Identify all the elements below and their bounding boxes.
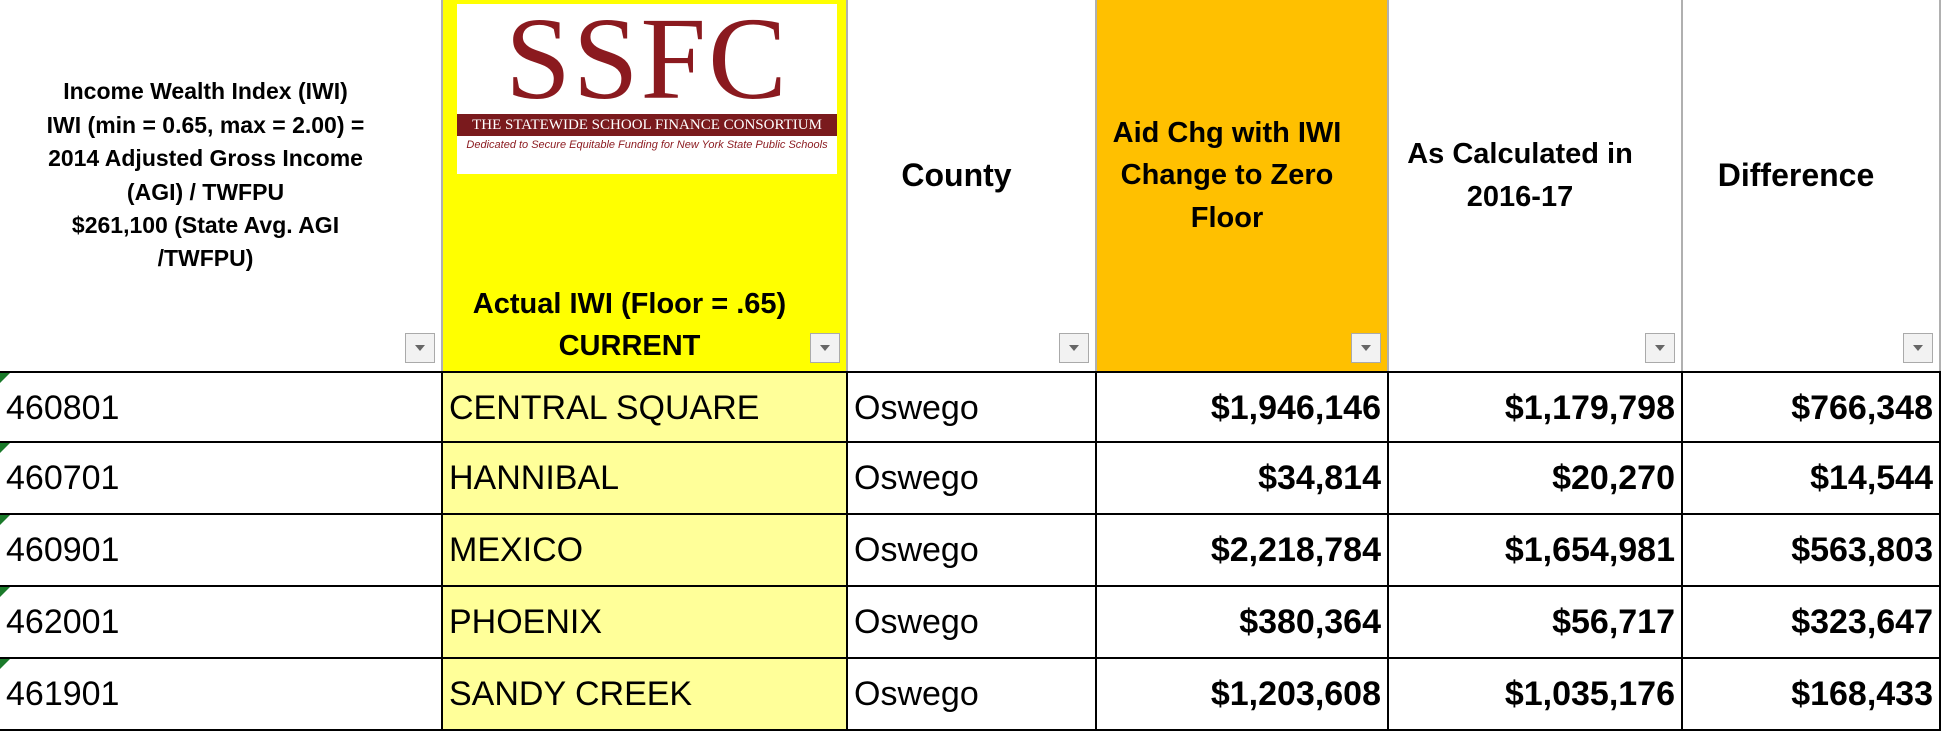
- table-cell: 461901: [0, 659, 443, 731]
- table-cell: $34,814: [1097, 443, 1389, 515]
- table-cell: Oswego: [848, 515, 1097, 587]
- header-cell: As Calculated in 2016-17: [1389, 0, 1683, 371]
- table-cell: $56,717: [1389, 587, 1683, 659]
- header-text: $261,100 (State Avg. AGI: [71, 211, 340, 238]
- table-cell: $766,348: [1683, 371, 1941, 443]
- table-cell: $168,433: [1683, 659, 1941, 731]
- cell-flag: [0, 443, 10, 453]
- table-cell: 462001: [0, 587, 443, 659]
- header-text: Change to Zero: [1120, 159, 1334, 192]
- table-cell: 460901: [0, 515, 443, 587]
- header-text: 2014 Adjusted Gross Income: [48, 145, 363, 172]
- header-text: Floor: [1190, 201, 1264, 234]
- filter-button[interactable]: [1059, 333, 1089, 363]
- logo-title: SSFC: [505, 0, 789, 124]
- table-cell: MEXICO: [443, 515, 848, 587]
- header-text: County: [901, 157, 1012, 194]
- table-cell: Oswego: [848, 371, 1097, 443]
- table-cell: Oswego: [848, 659, 1097, 731]
- header-text: CURRENT: [558, 329, 701, 362]
- header-cell: County: [848, 0, 1097, 371]
- table-cell: Oswego: [848, 587, 1097, 659]
- header-text: 2016-17: [1466, 180, 1574, 213]
- header-cell: Income Wealth Index (IWI) IWI (min = 0.65…: [0, 0, 443, 371]
- filter-arrow: [1069, 345, 1079, 351]
- table-cell: SANDY CREEK: [443, 659, 848, 731]
- logo: SSFC THE STATEWIDE SCHOOL FINANCE CONSORT…: [457, 0, 837, 174]
- table-cell: $2,218,784: [1097, 515, 1389, 587]
- header-text: IWI (min = 0.65, max = 2.00) =: [46, 111, 365, 138]
- header-text: /TWFPU): [157, 245, 254, 272]
- filter-button[interactable]: [1645, 333, 1675, 363]
- table-cell: $1,035,176: [1389, 659, 1683, 731]
- header-text: Aid Chg with IWI: [1112, 117, 1342, 150]
- header-text: (AGI) / TWFPU: [126, 178, 285, 205]
- table-cell: $323,647: [1683, 587, 1941, 659]
- table-cell: $20,270: [1389, 443, 1683, 515]
- cell-flag: [0, 515, 10, 525]
- cell-flag: [0, 659, 10, 669]
- filter-button[interactable]: [405, 333, 435, 363]
- header-text: Actual IWI (Floor = .65): [472, 287, 787, 320]
- header-text: Income Wealth Index (IWI): [63, 78, 348, 105]
- logo-name: THE STATEWIDE SCHOOL FINANCE CONSORTIUM: [457, 114, 837, 136]
- filter-arrow: [1913, 345, 1923, 351]
- cell-flag: [0, 587, 10, 597]
- filter-button[interactable]: [1351, 333, 1381, 363]
- filter-arrow: [1361, 345, 1371, 351]
- table-cell: Oswego: [848, 443, 1097, 515]
- table-cell: HANNIBAL: [443, 443, 848, 515]
- table-cell: $1,946,146: [1097, 371, 1389, 443]
- cell-flag: [0, 373, 10, 383]
- table-cell: 460801: [0, 371, 443, 443]
- table-cell: $380,364: [1097, 587, 1389, 659]
- filter-arrow: [1655, 345, 1665, 351]
- filter-button[interactable]: [810, 333, 840, 363]
- logo-tagline: Dedicated to Secure Equitable Funding fo…: [466, 139, 828, 151]
- table-cell: $1,203,608: [1097, 659, 1389, 731]
- header-cell: Aid Chg with IWI Change to Zero Floor: [1097, 0, 1389, 371]
- filter-button[interactable]: [1903, 333, 1933, 363]
- filter-arrow: [415, 345, 425, 351]
- table-cell: $563,803: [1683, 515, 1941, 587]
- filter-arrow: [820, 345, 830, 351]
- header-cell: Difference: [1683, 0, 1941, 371]
- header-cell: SSFC THE STATEWIDE SCHOOL FINANCE CONSORT…: [443, 0, 848, 371]
- header-text: As Calculated in: [1407, 138, 1633, 171]
- table-cell: PHOENIX: [443, 587, 848, 659]
- table-cell: $1,654,981: [1389, 515, 1683, 587]
- table-cell: CENTRAL SQUARE: [443, 371, 848, 443]
- table-cell: 460701: [0, 443, 443, 515]
- header-text: Difference: [1717, 157, 1875, 194]
- table-cell: $1,179,798: [1389, 371, 1683, 443]
- table-cell: $14,544: [1683, 443, 1941, 515]
